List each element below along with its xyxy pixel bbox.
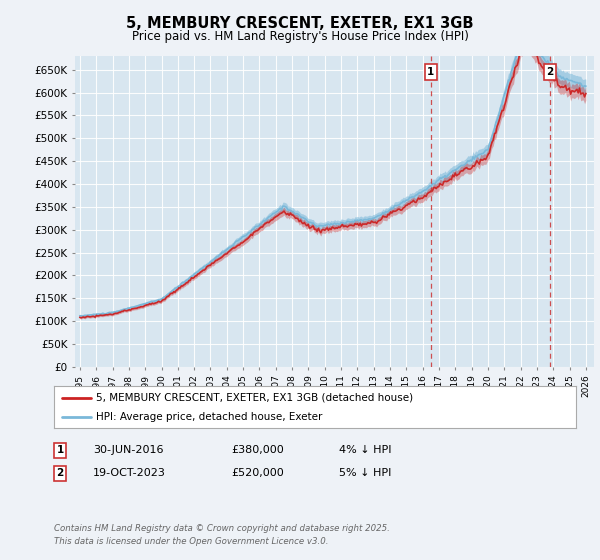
Text: 5, MEMBURY CRESCENT, EXETER, EX1 3GB: 5, MEMBURY CRESCENT, EXETER, EX1 3GB [126,16,474,31]
Text: 1: 1 [56,445,64,455]
Text: £380,000: £380,000 [231,445,284,455]
Text: Price paid vs. HM Land Registry's House Price Index (HPI): Price paid vs. HM Land Registry's House … [131,30,469,44]
Text: 19-OCT-2023: 19-OCT-2023 [93,468,166,478]
Text: £520,000: £520,000 [231,468,284,478]
Text: 5% ↓ HPI: 5% ↓ HPI [339,468,391,478]
Text: HPI: Average price, detached house, Exeter: HPI: Average price, detached house, Exet… [96,412,322,422]
Text: Contains HM Land Registry data © Crown copyright and database right 2025.
This d: Contains HM Land Registry data © Crown c… [54,524,390,545]
Text: 2: 2 [56,468,64,478]
Text: 4% ↓ HPI: 4% ↓ HPI [339,445,391,455]
Text: 30-JUN-2016: 30-JUN-2016 [93,445,163,455]
Text: 2: 2 [546,67,553,77]
Text: 5, MEMBURY CRESCENT, EXETER, EX1 3GB (detached house): 5, MEMBURY CRESCENT, EXETER, EX1 3GB (de… [96,393,413,403]
Text: 1: 1 [427,67,434,77]
